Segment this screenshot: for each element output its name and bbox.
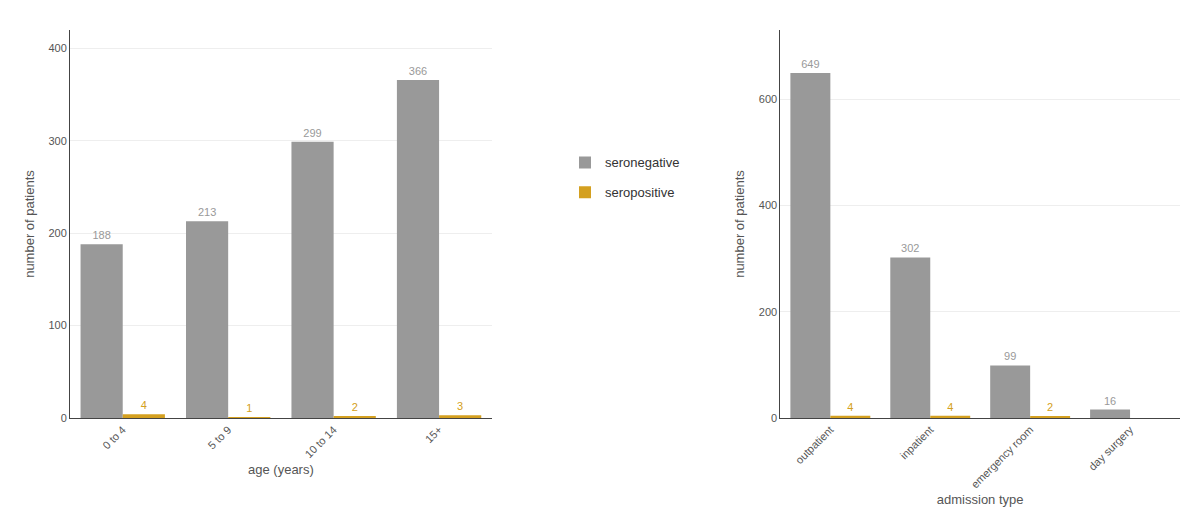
svg-text:600: 600 xyxy=(759,93,777,105)
svg-text:1: 1 xyxy=(246,402,252,414)
svg-text:emergency room: emergency room xyxy=(969,424,1036,491)
svg-text:seronegative: seronegative xyxy=(605,155,679,170)
svg-text:4: 4 xyxy=(141,399,147,411)
svg-text:16: 16 xyxy=(1104,395,1116,407)
svg-text:inpatient: inpatient xyxy=(898,424,936,462)
svg-text:15+: 15+ xyxy=(423,424,445,446)
svg-text:302: 302 xyxy=(901,242,919,254)
svg-text:188: 188 xyxy=(92,229,110,241)
svg-text:outpatient: outpatient xyxy=(793,424,836,467)
svg-text:10 to 14: 10 to 14 xyxy=(302,424,339,461)
svg-text:2: 2 xyxy=(352,401,358,413)
svg-text:300: 300 xyxy=(48,135,66,147)
svg-text:age (years): age (years) xyxy=(248,462,314,477)
svg-text:0: 0 xyxy=(771,412,777,424)
svg-text:299: 299 xyxy=(303,127,321,139)
svg-text:3: 3 xyxy=(457,400,463,412)
svg-text:number of patients: number of patients xyxy=(732,170,747,278)
svg-text:0 to 4: 0 to 4 xyxy=(100,424,128,452)
svg-text:4: 4 xyxy=(847,401,853,413)
svg-text:4: 4 xyxy=(947,401,953,413)
svg-text:400: 400 xyxy=(48,42,66,54)
svg-text:5 to 9: 5 to 9 xyxy=(206,424,234,452)
svg-text:213: 213 xyxy=(198,206,216,218)
svg-text:200: 200 xyxy=(759,306,777,318)
svg-text:649: 649 xyxy=(801,58,819,70)
svg-text:99: 99 xyxy=(1004,350,1016,362)
svg-text:100: 100 xyxy=(48,319,66,331)
svg-text:number of patients: number of patients xyxy=(22,170,37,278)
svg-text:400: 400 xyxy=(759,199,777,211)
svg-text:day surgery: day surgery xyxy=(1086,423,1135,472)
svg-text:0: 0 xyxy=(61,412,67,424)
svg-text:366: 366 xyxy=(409,65,427,77)
svg-text:200: 200 xyxy=(48,227,66,239)
svg-text:2: 2 xyxy=(1047,401,1053,413)
svg-text:admission type: admission type xyxy=(937,492,1024,507)
svg-text:seropositive: seropositive xyxy=(605,185,674,200)
